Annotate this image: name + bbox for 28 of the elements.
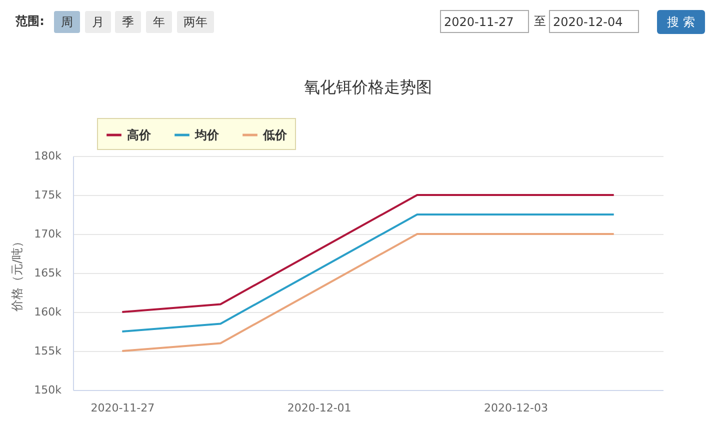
y-tick-label: 150k — [34, 384, 62, 396]
legend-label: 均价 — [194, 128, 220, 142]
x-tick-label: 2020-12-03 — [484, 402, 548, 414]
line-series — [121, 233, 615, 352]
line-series — [121, 194, 615, 313]
y-tick-label: 155k — [34, 344, 62, 358]
y-tick-label: 160k — [34, 306, 62, 318]
y-tick-label: 165k — [34, 266, 62, 280]
quarter-button: 季 — [115, 11, 141, 33]
x-tick-label: 2020-12-01 — [287, 402, 352, 414]
x-tick-label: 2020-11-27 — [90, 402, 155, 414]
two-year-button: 两年 — [177, 11, 214, 33]
month-button: 月 — [85, 11, 111, 33]
week-button: 周 — [54, 11, 80, 33]
to-label: 至 — [533, 13, 547, 30]
legend-label: 高价 — [127, 128, 152, 142]
chart-title: 氧化铒价格走势图 — [304, 78, 432, 96]
search-button: 搜 索 — [657, 10, 705, 34]
y-tick-label: 175k — [34, 188, 62, 202]
y-tick-label: 180k — [34, 150, 62, 162]
y-axis-title: 价格（元/吨） — [10, 235, 24, 313]
end-date-field: 2020-12-04 — [549, 10, 639, 33]
start-date-field: 2020-11-27 — [440, 10, 529, 33]
line-series — [121, 214, 615, 332]
year-button: 年 — [146, 11, 172, 33]
y-tick-label: 170k — [34, 228, 62, 240]
legend-label: 低价 — [262, 128, 288, 142]
range-label: 范围: — [14, 13, 46, 30]
